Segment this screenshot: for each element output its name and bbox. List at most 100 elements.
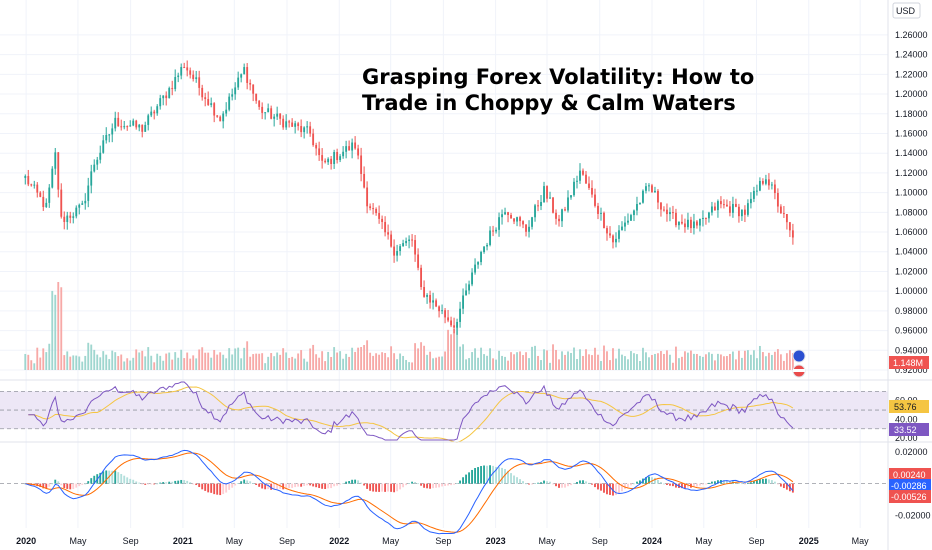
candle-body[interactable]	[624, 222, 626, 227]
candle-body[interactable]	[363, 173, 366, 188]
candle-body[interactable]	[360, 155, 363, 174]
candle-body[interactable]	[366, 187, 369, 207]
candle-body[interactable]	[435, 300, 438, 307]
candle-body[interactable]	[273, 116, 276, 119]
candle-body[interactable]	[126, 126, 129, 128]
candle-body[interactable]	[369, 206, 372, 209]
candle-body[interactable]	[516, 217, 518, 222]
candle-body[interactable]	[749, 198, 752, 204]
candle-body[interactable]	[90, 171, 93, 186]
candle-body[interactable]	[63, 216, 66, 223]
candle-body[interactable]	[546, 186, 548, 199]
candle-body[interactable]	[27, 175, 30, 185]
candle-body[interactable]	[252, 84, 255, 94]
candle-body[interactable]	[321, 155, 324, 161]
candle-body[interactable]	[249, 82, 252, 85]
candle-body[interactable]	[138, 124, 141, 128]
candle-body[interactable]	[729, 206, 731, 213]
candle-body[interactable]	[555, 212, 557, 219]
candle-body[interactable]	[213, 103, 216, 116]
candle-body[interactable]	[78, 204, 81, 208]
candle-body[interactable]	[579, 170, 581, 181]
candle-body[interactable]	[378, 213, 381, 219]
candle-body[interactable]	[540, 201, 542, 206]
candle-body[interactable]	[141, 124, 144, 132]
candle-body[interactable]	[678, 221, 680, 226]
candle-body[interactable]	[198, 77, 201, 88]
candle-body[interactable]	[381, 218, 384, 222]
candle-body[interactable]	[594, 194, 596, 206]
candle-body[interactable]	[339, 156, 342, 161]
candle-body[interactable]	[228, 96, 231, 110]
candle-body[interactable]	[387, 232, 390, 235]
candle-body[interactable]	[108, 134, 111, 136]
candle-body[interactable]	[480, 252, 482, 263]
candle-body[interactable]	[791, 230, 794, 238]
candle-body[interactable]	[189, 70, 192, 75]
candle-body[interactable]	[558, 218, 560, 222]
candle-body[interactable]	[57, 152, 60, 190]
candle-body[interactable]	[111, 128, 114, 135]
candle-body[interactable]	[693, 221, 695, 229]
candle-body[interactable]	[333, 151, 336, 164]
candle-body[interactable]	[477, 262, 479, 265]
candle-body[interactable]	[405, 241, 408, 244]
candle-body[interactable]	[468, 284, 470, 291]
candle-body[interactable]	[420, 267, 423, 288]
candle-body[interactable]	[153, 111, 156, 114]
candle-body[interactable]	[764, 179, 767, 184]
candle-body[interactable]	[288, 121, 291, 123]
candle-body[interactable]	[573, 181, 575, 196]
candle-body[interactable]	[618, 230, 620, 239]
candle-body[interactable]	[645, 186, 647, 191]
candle-body[interactable]	[498, 217, 500, 230]
candle-body[interactable]	[761, 180, 764, 184]
candle-body[interactable]	[303, 127, 306, 133]
candle-body[interactable]	[630, 215, 632, 221]
candle-body[interactable]	[390, 234, 393, 247]
candle-body[interactable]	[576, 180, 578, 182]
candle-body[interactable]	[474, 264, 476, 273]
candle-body[interactable]	[591, 187, 593, 195]
candle-body[interactable]	[773, 184, 776, 194]
candle-body[interactable]	[522, 221, 524, 225]
candle-body[interactable]	[770, 184, 773, 186]
candle-body[interactable]	[444, 310, 447, 318]
candle-body[interactable]	[315, 145, 318, 149]
candle-body[interactable]	[186, 67, 189, 71]
candle-body[interactable]	[336, 151, 339, 161]
candle-body[interactable]	[504, 212, 506, 215]
candle-body[interactable]	[495, 229, 497, 232]
candle-body[interactable]	[231, 94, 234, 97]
candle-body[interactable]	[204, 97, 207, 100]
candle-body[interactable]	[129, 125, 132, 127]
candle-body[interactable]	[666, 209, 668, 215]
candle-body[interactable]	[36, 184, 39, 193]
candle-body[interactable]	[755, 190, 758, 192]
candle-body[interactable]	[132, 120, 135, 126]
candle-body[interactable]	[570, 195, 572, 198]
candle-body[interactable]	[255, 93, 258, 101]
candle-body[interactable]	[660, 202, 662, 210]
candle-body[interactable]	[120, 126, 123, 128]
candle-body[interactable]	[447, 317, 449, 321]
candle-body[interactable]	[192, 74, 195, 80]
candle-body[interactable]	[24, 175, 27, 178]
candle-body[interactable]	[411, 239, 414, 241]
candle-body[interactable]	[456, 321, 458, 328]
candle-body[interactable]	[525, 224, 527, 232]
candle-body[interactable]	[585, 174, 587, 184]
candle-body[interactable]	[510, 214, 512, 219]
candle-body[interactable]	[114, 117, 117, 129]
candle-body[interactable]	[740, 209, 743, 217]
candle-body[interactable]	[33, 184, 36, 186]
candle-body[interactable]	[270, 108, 273, 119]
candle-body[interactable]	[552, 197, 554, 213]
candle-body[interactable]	[30, 184, 33, 186]
candle-body[interactable]	[651, 185, 653, 193]
candle-body[interactable]	[210, 103, 213, 105]
price-candles[interactable]	[24, 60, 794, 335]
candle-body[interactable]	[135, 120, 138, 128]
candle-body[interactable]	[39, 192, 42, 197]
candle-body[interactable]	[306, 126, 309, 128]
